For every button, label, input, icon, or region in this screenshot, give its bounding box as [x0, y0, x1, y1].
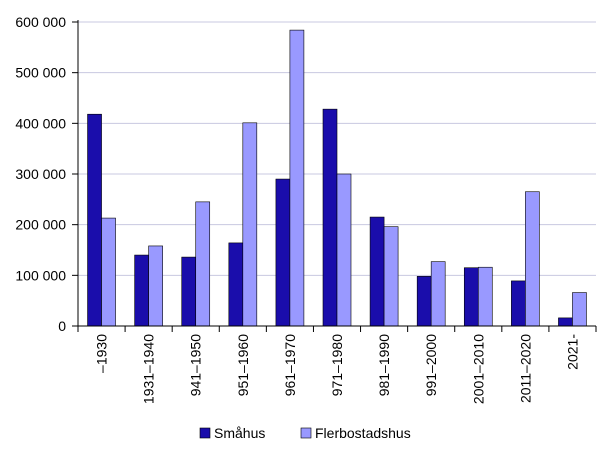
legend-label-smahus: Småhus [214, 425, 265, 441]
bar-smahus [511, 280, 526, 327]
x-tick-label: 2021- [564, 334, 580, 370]
x-tick-label: 2011–2020 [517, 334, 533, 403]
bar-smahus [275, 178, 291, 327]
bar-flerbostadshus [430, 261, 446, 327]
y-tick-label: 400 000 [15, 115, 66, 131]
legend-swatch-smahus [199, 427, 211, 439]
bar-flerbostadshus [148, 245, 163, 327]
y-tick-label: 200 000 [15, 217, 66, 233]
x-tick-label: 991–2000 [423, 334, 439, 397]
x-tick-label: 971–1980 [329, 334, 345, 397]
x-tick-label: 961–1970 [282, 334, 298, 397]
bar-flerbostadshus [336, 173, 352, 327]
x-tick-label: 1931–1940 [141, 334, 157, 404]
bar-flerbostadshus [242, 122, 258, 327]
bar-flerbostadshus [383, 226, 399, 327]
legend-label-flerbostadshus: Flerbostadshus [315, 425, 411, 441]
y-tick-label: 0 [58, 318, 66, 334]
bar-smahus [558, 317, 573, 327]
bar-flerbostadshus [572, 292, 587, 327]
axes [72, 20, 597, 332]
bar-flerbostadshus [525, 191, 540, 327]
bar-flerbostadshus [477, 266, 493, 327]
x-tick-label: 981–1990 [376, 334, 392, 397]
bar-smahus [416, 276, 432, 327]
y-tick-label: 300 000 [15, 166, 66, 182]
bar-flerbostadshus [101, 217, 116, 327]
y-tick-label: 100 000 [15, 267, 66, 283]
y-tick-label: 600 000 [15, 14, 66, 30]
bar-smahus [369, 216, 385, 327]
x-tick-labels: –1930 1931–1940 941–1950 951–1960 961–1970 97… [94, 334, 581, 404]
bar-smahus [322, 108, 338, 327]
bars [87, 29, 587, 327]
bar-smahus [134, 254, 149, 327]
bar-smahus [463, 267, 479, 327]
y-tick-labels: 0 100 000 200 000 300 000 400 000 500 000 600 … [15, 14, 66, 334]
bar-flerbostadshus [195, 201, 211, 327]
legend-swatch-flerbostadshus [300, 427, 312, 439]
y-tick-label: 500 000 [15, 65, 66, 81]
bar-smahus [181, 256, 197, 327]
bar-smahus [87, 113, 102, 327]
x-tick-label: 951–1960 [235, 334, 251, 397]
x-tick-label: 2001–2010 [470, 334, 486, 404]
x-tick-label: –1930 [94, 334, 110, 373]
bar-flerbostadshus [289, 29, 305, 327]
x-tick-label: 941–1950 [188, 334, 204, 397]
legend: Småhus Flerbostadshus [199, 425, 411, 441]
bar-smahus [228, 242, 244, 327]
